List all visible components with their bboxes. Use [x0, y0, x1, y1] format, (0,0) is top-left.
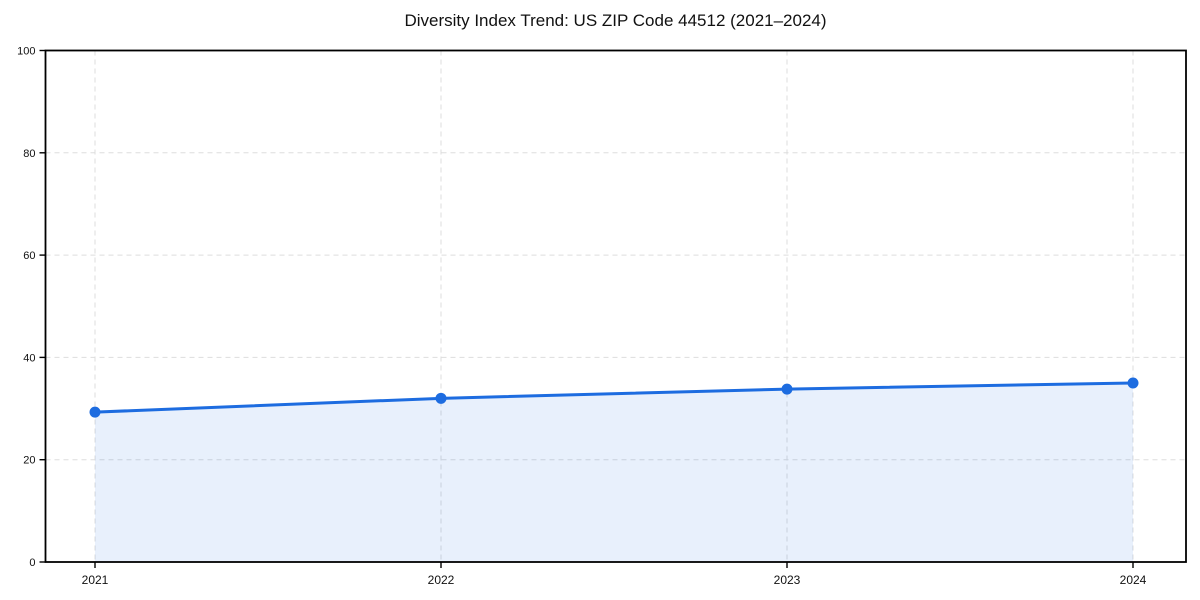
x-axis-tick-label: 2024	[1120, 573, 1147, 587]
y-axis-tick-label: 0	[29, 557, 35, 569]
chart-title: Diversity Index Trend: US ZIP Code 44512…	[404, 11, 827, 30]
y-axis-tick-label: 20	[23, 455, 35, 467]
data-point-marker-2023	[781, 383, 793, 395]
y-axis-tick-label: 60	[23, 250, 35, 262]
y-axis-tick-label: 80	[23, 148, 35, 160]
area-fill	[95, 382, 1133, 562]
x-axis-tick-label: 2021	[82, 573, 109, 587]
x-axis-tick-label: 2022	[428, 573, 455, 587]
plot-border	[44, 49, 1187, 563]
x-axis-tick-label: 2023	[774, 573, 801, 587]
data-point-marker-2022	[435, 392, 447, 404]
data-point-marker-2024	[1127, 377, 1139, 389]
y-axis-tick-label: 40	[23, 352, 35, 364]
trend-line	[93, 381, 1135, 414]
data-point-marker-2021	[89, 406, 101, 418]
y-axis-tick-label: 100	[17, 46, 35, 58]
